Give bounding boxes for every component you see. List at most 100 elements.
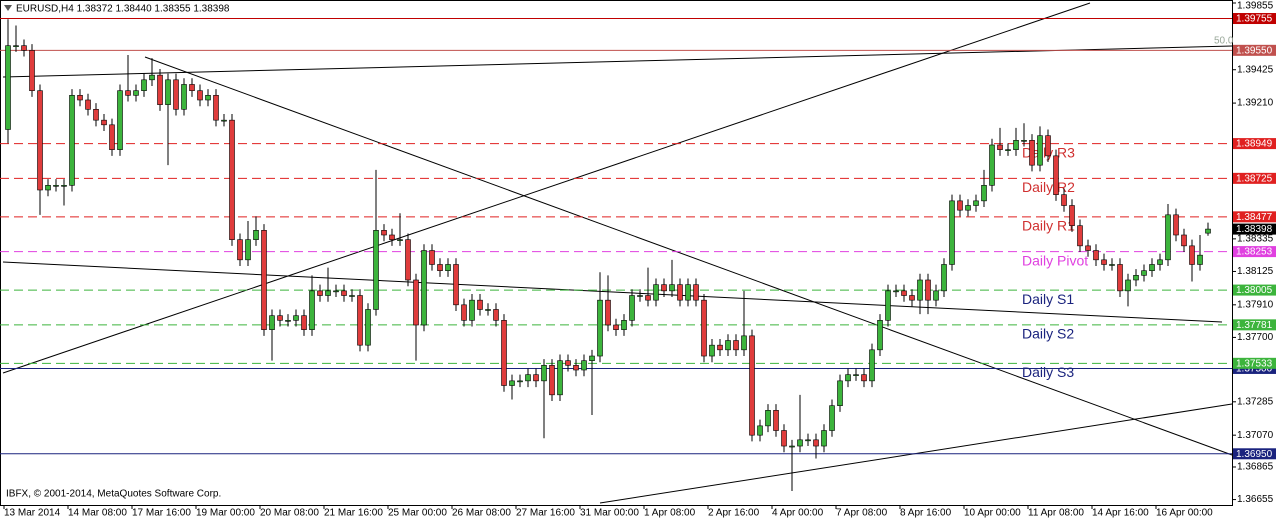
level-label: 1.37500	[1236, 364, 1273, 375]
candle-body	[829, 405, 835, 431]
candle-body	[597, 299, 603, 357]
candle-body	[893, 290, 899, 293]
x-tick-label: 2 Apr 16:00	[708, 508, 760, 519]
candle-body	[21, 45, 27, 51]
x-tick-label: 25 Mar 00:00	[388, 508, 447, 519]
candle-body	[1157, 259, 1163, 265]
candle-body	[261, 230, 267, 330]
candle-body	[141, 79, 147, 91]
y-tick-label: 1.36865	[1237, 462, 1274, 473]
candle-body	[501, 320, 507, 386]
candle-body	[157, 74, 163, 105]
candle-body	[1053, 155, 1059, 195]
level-name: Daily R1	[1022, 218, 1075, 234]
trend-line	[2, 261, 1223, 323]
candle-body	[125, 90, 131, 96]
candle-body	[701, 299, 707, 357]
candle-body	[669, 284, 675, 292]
candle-body	[661, 284, 667, 292]
x-tick-label: 31 Mar 00:00	[580, 508, 639, 519]
candle-body	[1045, 135, 1051, 157]
candle-body	[469, 299, 475, 321]
candle-body	[733, 340, 739, 351]
x-tick-label: 16 Apr 00:00	[1156, 508, 1213, 519]
level-label: 1.38725	[1236, 173, 1273, 184]
level-label: 1.38005	[1236, 285, 1273, 296]
level-label: 1.37781	[1236, 320, 1273, 331]
candle-body	[957, 200, 963, 211]
candle-body	[117, 90, 123, 150]
candle-body	[1037, 135, 1043, 166]
level-box	[1233, 44, 1276, 56]
candle-body	[805, 439, 811, 442]
candle-body	[493, 309, 499, 321]
candle-body	[309, 290, 315, 330]
level-box	[1233, 357, 1276, 369]
candle-body	[229, 119, 235, 240]
candle-body	[77, 95, 83, 101]
candle-body	[445, 264, 451, 271]
candle-body	[645, 295, 651, 301]
menu-arrow	[4, 5, 12, 11]
candle-body	[789, 445, 795, 448]
candle-body	[373, 230, 379, 310]
candle-body	[637, 295, 643, 297]
candle-body	[1109, 264, 1115, 266]
candle-body	[1005, 149, 1011, 151]
candle-body	[277, 315, 283, 321]
candle-body	[421, 250, 427, 326]
candle-body	[1133, 275, 1139, 281]
candle-body	[405, 239, 411, 281]
level-label: 1.39755	[1236, 14, 1273, 25]
candle-body	[245, 239, 251, 261]
candle-body	[197, 90, 203, 101]
candle-body	[205, 95, 211, 101]
candle-body	[709, 344, 715, 357]
y-tick-label: 1.38335	[1237, 234, 1274, 245]
candle-body	[949, 200, 955, 265]
candle-body	[965, 205, 971, 211]
candle-body	[917, 279, 923, 301]
y-tick-label: 1.39425	[1237, 64, 1274, 75]
level-box	[1233, 246, 1276, 258]
candle-body	[533, 374, 539, 382]
candle-body	[517, 380, 523, 383]
x-tick-label: 14 Apr 16:00	[1092, 508, 1149, 519]
candle-body	[1205, 228, 1211, 234]
level-label: 1.38477	[1236, 212, 1273, 223]
x-tick-label: 10 Apr 00:00	[964, 508, 1021, 519]
level-box	[1233, 211, 1276, 223]
candle-body	[253, 230, 259, 240]
candle-body	[909, 295, 915, 301]
candle-body	[413, 279, 419, 326]
candle-body	[333, 290, 339, 293]
candle-body	[5, 45, 11, 130]
x-tick-label: 1 Apr 08:00	[644, 508, 696, 519]
candle-body	[901, 290, 907, 296]
candle-body	[357, 295, 363, 346]
level-name: Daily S2	[1022, 326, 1074, 342]
candle-body	[1197, 254, 1203, 265]
candle-body	[397, 239, 403, 241]
level-label: 1.39550	[1236, 45, 1273, 56]
candle-body	[13, 45, 19, 47]
candle-body	[173, 79, 179, 110]
candles	[5, 19, 1211, 492]
candle-body	[237, 239, 243, 261]
x-tick-label: 19 Mar 00:00	[196, 508, 255, 519]
candle-body	[925, 279, 931, 301]
x-tick-label: 17 Mar 16:00	[132, 508, 191, 519]
candle-body	[485, 309, 491, 311]
candle-body	[557, 360, 563, 396]
candle-body	[285, 320, 291, 322]
candle-body	[213, 95, 219, 121]
candle-body	[885, 290, 891, 321]
candle-body	[461, 304, 467, 321]
candle-body	[749, 335, 755, 436]
candle-body	[765, 410, 771, 427]
candle-body	[181, 84, 187, 110]
fib-label: 50.0	[1214, 36, 1234, 47]
x-tick-label: 27 Mar 16:00	[516, 508, 575, 519]
